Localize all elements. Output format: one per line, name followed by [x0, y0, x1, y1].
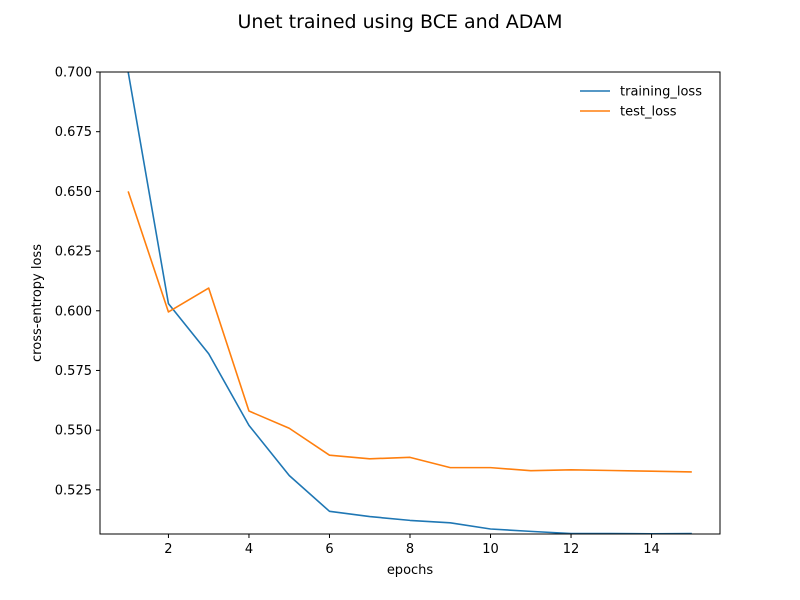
- y-tick-label: 0.650: [55, 185, 92, 200]
- chart-title: Unet trained using BCE and ADAM: [238, 11, 563, 33]
- series-line-test-loss: [127, 191, 692, 473]
- x-tick-label: 14: [643, 542, 660, 557]
- x-tick-label: 8: [406, 542, 414, 557]
- y-tick-label: 0.525: [55, 483, 92, 498]
- y-tick-label: 0.550: [55, 424, 92, 439]
- legend-label-test-loss: test_loss: [620, 105, 677, 120]
- y-tick-label: 0.675: [55, 125, 92, 140]
- y-axis: 0.525 0.550 0.575 0.600 0.625 0.650 0.675 0.700: [55, 66, 100, 498]
- legend: training_loss test_loss: [580, 85, 702, 120]
- x-tick-label: 10: [482, 542, 499, 557]
- series-layer: [127, 72, 692, 534]
- y-tick-label: 0.700: [55, 66, 92, 81]
- legend-label-training-loss: training_loss: [620, 85, 702, 100]
- x-tick-label: 4: [245, 542, 253, 557]
- y-tick-label: 0.600: [55, 304, 92, 319]
- y-tick-label: 0.575: [55, 364, 92, 379]
- y-tick-label: 0.625: [55, 245, 92, 260]
- x-tick-label: 12: [563, 542, 580, 557]
- x-tick-label: 2: [164, 542, 172, 557]
- x-axis: 2 4 6 8 10 12 14: [164, 534, 660, 557]
- y-axis-label: cross-entropy loss: [30, 244, 45, 362]
- x-tick-label: 6: [325, 542, 333, 557]
- x-axis-label: epochs: [387, 563, 434, 578]
- plot-frame: [99, 71, 721, 535]
